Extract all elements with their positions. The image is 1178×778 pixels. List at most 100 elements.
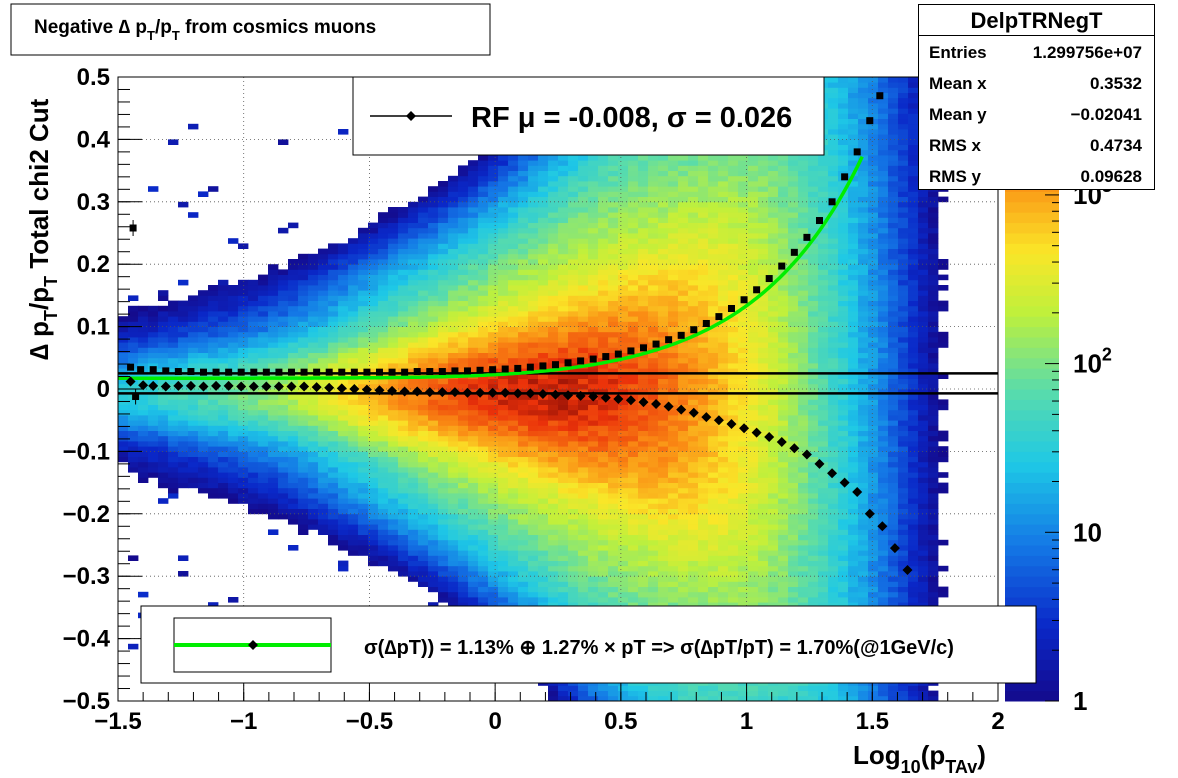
heatmap-cell <box>638 524 649 530</box>
heatmap-cell <box>328 420 339 426</box>
heatmap-cell <box>258 378 269 385</box>
heatmap-cell <box>448 279 459 286</box>
heatmap-cell <box>228 394 239 400</box>
heatmap-cell <box>358 233 369 239</box>
heatmap-cell <box>468 446 479 452</box>
heatmap-cell <box>428 342 439 348</box>
heatmap-cell <box>718 238 729 244</box>
heatmap-cell <box>258 326 269 333</box>
heatmap-cell <box>658 503 669 509</box>
heatmap-cell <box>438 295 449 301</box>
heatmap-cell <box>628 394 639 400</box>
heatmap-cell <box>648 685 659 691</box>
heatmap-cell <box>658 155 669 161</box>
heatmap-cell <box>638 456 649 463</box>
heatmap-cell <box>358 368 369 374</box>
heatmap-cell <box>608 316 619 322</box>
heatmap-cell <box>328 316 339 322</box>
heatmap-cell <box>548 238 559 244</box>
heatmap-cell <box>728 248 739 255</box>
heatmap-cell <box>308 415 319 421</box>
heatmap-cell <box>598 363 609 369</box>
heatmap-cell <box>278 337 289 343</box>
heatmap-cell <box>238 493 249 499</box>
heatmap-cell <box>438 441 449 447</box>
heatmap-cell <box>478 290 489 296</box>
heatmap-cell <box>388 321 399 327</box>
heatmap-cell <box>528 300 539 307</box>
heatmap-cell <box>428 207 439 213</box>
heatmap-cell <box>708 181 719 187</box>
heatmap-cell <box>138 430 149 437</box>
heatmap-cell <box>298 420 309 426</box>
heatmap-cell <box>608 534 619 541</box>
heatmap-cell <box>198 394 209 400</box>
heatmap-cell <box>498 264 509 270</box>
heatmap-cell <box>558 409 569 416</box>
heatmap-cell <box>468 519 479 525</box>
heatmap-cell <box>618 586 629 593</box>
heatmap-cell <box>598 519 609 525</box>
heatmap-cell <box>638 368 649 374</box>
heatmap-cell <box>698 259 709 265</box>
heatmap-cell <box>638 503 649 509</box>
heatmap-cell <box>458 576 469 582</box>
heatmap-cell <box>638 467 649 473</box>
heatmap-cell <box>238 352 249 359</box>
heatmap-cell <box>278 331 289 338</box>
heatmap-cell <box>238 285 249 291</box>
heatmap-cell <box>368 326 379 333</box>
heatmap-cell <box>258 420 269 426</box>
heatmap-cell <box>248 357 259 364</box>
heatmap-cell <box>308 331 319 338</box>
heatmap-cell <box>158 425 169 431</box>
heatmap-cell <box>198 300 209 307</box>
heatmap-cell <box>678 259 689 265</box>
heatmap-cell <box>128 451 139 457</box>
heatmap-cell <box>228 357 239 364</box>
heatmap-cell <box>568 446 579 452</box>
heatmap-cell <box>428 191 439 197</box>
heatmap-cell <box>378 446 389 452</box>
heatmap-cell <box>528 404 539 411</box>
heatmap-cell <box>508 477 519 483</box>
heatmap-cell <box>338 441 349 447</box>
heatmap-cell <box>518 409 529 416</box>
heatmap-cell <box>418 534 429 541</box>
heatmap-cell <box>438 264 449 270</box>
heatmap-cell <box>668 404 679 411</box>
heatmap-cell <box>318 290 329 296</box>
heatmap-cell <box>678 368 689 374</box>
heatmap-cell <box>528 581 539 587</box>
heatmap-cell <box>458 602 469 608</box>
heatmap-cell <box>618 430 629 437</box>
heatmap-cell <box>348 264 359 270</box>
heatmap-cell <box>438 519 449 525</box>
heatmap-cell <box>358 394 369 400</box>
heatmap-cell <box>458 550 469 556</box>
heatmap-cell <box>418 331 429 338</box>
heatmap-cell <box>648 404 659 411</box>
heatmap-cell <box>398 435 409 442</box>
heatmap-cell <box>648 383 659 390</box>
heatmap-cell <box>478 487 489 494</box>
heatmap-cell <box>498 155 509 161</box>
heatmap-cell <box>208 394 219 400</box>
heatmap-cell <box>478 472 489 478</box>
heatmap-cell <box>588 233 599 239</box>
heatmap-cell <box>218 352 229 359</box>
heatmap-cell <box>638 451 649 457</box>
heatmap-cell <box>708 357 719 364</box>
heatmap-cell <box>678 508 689 515</box>
heatmap-cell <box>678 295 689 301</box>
heatmap-cell <box>138 477 149 483</box>
heatmap-cell <box>718 373 729 379</box>
heatmap-cell <box>558 451 569 457</box>
heatmap-cell <box>398 347 409 353</box>
heatmap-cell <box>558 394 569 400</box>
heatmap-cell <box>648 690 659 697</box>
heatmap-cell <box>258 430 269 437</box>
heatmap-cell <box>558 560 569 567</box>
heatmap-cell <box>538 233 549 239</box>
heatmap-cell <box>488 451 499 457</box>
